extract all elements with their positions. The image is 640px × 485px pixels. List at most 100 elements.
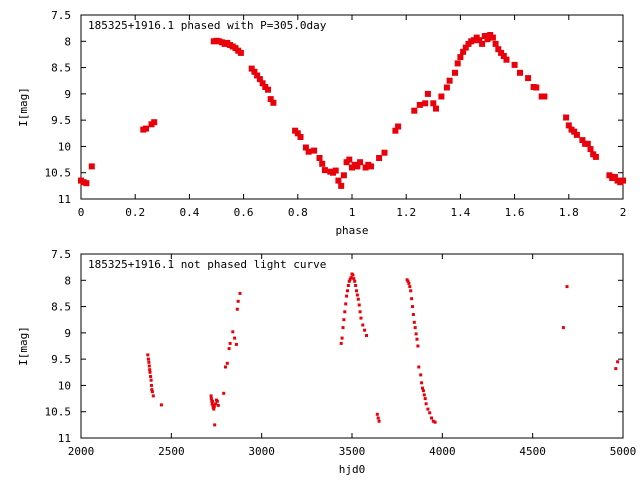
- phased-x-tick-label: 1.2: [396, 206, 416, 219]
- phased-data-point: [381, 149, 388, 156]
- phased-data-point: [411, 107, 418, 114]
- phased-data-point: [565, 122, 572, 129]
- phased-y-tick-label: 10.5: [45, 167, 72, 180]
- phased-data-point: [495, 46, 502, 53]
- phased-data-point: [489, 34, 496, 41]
- phased-data-point: [579, 137, 586, 144]
- unphased-y-tick-label: 11: [58, 432, 71, 445]
- unphased-data-point: [236, 299, 240, 303]
- phased-y-tick-label: 10: [58, 140, 71, 153]
- phased-data-point: [311, 147, 318, 154]
- unphased-data-point: [428, 411, 432, 415]
- phased-x-tick-label: 2: [620, 206, 627, 219]
- phased-data-point: [256, 76, 263, 83]
- unphased-data-point: [213, 423, 217, 427]
- unphased-data-point: [214, 402, 218, 406]
- unphased-data-point: [409, 289, 413, 293]
- phased-data-point: [392, 127, 399, 134]
- unphased-data-point: [424, 402, 428, 406]
- unphased-data-point: [346, 284, 350, 287]
- phased-y-tick-label: 8: [64, 35, 71, 48]
- unphased-data-point: [357, 303, 361, 307]
- phased-data-point: [151, 119, 158, 126]
- unphased-data-point: [149, 375, 153, 378]
- unphased-data-point: [354, 284, 358, 287]
- phased-data-point: [443, 84, 450, 91]
- unphased-data-point: [422, 393, 426, 397]
- phased-data-point: [571, 128, 578, 135]
- unphased-data-point: [147, 364, 151, 368]
- unphased-data-point: [148, 370, 152, 374]
- unphased-data-point: [210, 402, 214, 406]
- unphased-data-point: [353, 279, 357, 283]
- unphased-data-point: [345, 294, 349, 298]
- unphased-data-point: [421, 389, 425, 393]
- phased-data-point: [433, 105, 439, 112]
- phased-x-axis-label: phase: [335, 224, 368, 237]
- phased-data-point: [563, 114, 570, 121]
- phased-data-point: [83, 180, 90, 187]
- unphased-data-point: [349, 276, 353, 280]
- unphased-data-point: [148, 368, 152, 372]
- phased-data-point: [302, 144, 309, 151]
- phased-y-tick-label: 11: [58, 193, 71, 206]
- phased-y-tick-label: 9.5: [51, 114, 71, 127]
- phased-data-point: [354, 163, 361, 170]
- unphased-data-point: [341, 326, 345, 330]
- phased-data-point: [611, 173, 618, 180]
- phased-data-point: [592, 153, 599, 160]
- phased-data-point: [424, 90, 431, 97]
- unphased-data-point: [222, 391, 226, 395]
- phased-data-point: [254, 72, 261, 79]
- unphased-data-point: [212, 405, 216, 408]
- phased-plot-frame: [80, 14, 624, 200]
- unphased-y-axis-label: I[mag]: [17, 326, 30, 366]
- unphased-data-point: [407, 281, 411, 285]
- phased-data-point: [481, 33, 488, 39]
- unphased-data-point: [417, 365, 421, 369]
- unphased-data-point: [347, 279, 351, 283]
- phased-data-point: [430, 100, 437, 107]
- unphased-data-point: [352, 277, 356, 281]
- phased-data-point: [446, 77, 453, 84]
- phased-data-point: [484, 36, 491, 43]
- unphased-data-point: [419, 373, 423, 377]
- phased-data-point: [376, 155, 383, 161]
- unphased-data-point: [614, 367, 618, 371]
- phased-data-point: [511, 61, 518, 68]
- phased-chart-panel: 185325+1916.1 phased with P=305.0day pha…: [17, 9, 626, 237]
- unphased-data-point: [430, 416, 433, 420]
- phased-data-point: [573, 131, 580, 138]
- phased-data-point: [338, 182, 345, 189]
- phased-x-tick-label: 0.4: [179, 206, 199, 219]
- unphased-data-point: [211, 399, 214, 403]
- phased-x-tick-label: 1: [349, 206, 356, 219]
- unphased-x-tick-label: 3000: [248, 445, 275, 458]
- unphased-y-tick-label: 7.5: [51, 248, 71, 261]
- phased-data-point: [525, 75, 532, 82]
- unphased-data-point: [420, 381, 424, 385]
- phased-data-point: [88, 163, 95, 170]
- unphased-x-tick-label: 5000: [610, 445, 637, 458]
- unphased-data-point: [216, 403, 220, 407]
- phased-data-point: [457, 54, 464, 61]
- phased-data-point: [460, 48, 467, 55]
- unphased-data-point: [238, 291, 242, 295]
- unphased-data-point: [421, 386, 424, 390]
- phased-data-point: [498, 49, 505, 56]
- unphased-data-points: [146, 272, 620, 427]
- phased-x-tick-label: 0.8: [288, 206, 308, 219]
- phased-data-point: [492, 40, 499, 47]
- unphased-data-point: [209, 394, 213, 398]
- unphased-y-tick-label: 8.5: [51, 301, 71, 314]
- unphased-data-point: [209, 397, 213, 401]
- phased-data-point: [584, 140, 591, 147]
- unphased-data-point: [231, 330, 235, 334]
- phased-data-point: [452, 69, 458, 76]
- phased-data-point: [357, 159, 364, 166]
- unphased-y-tick-label: 10.5: [45, 406, 72, 419]
- phased-data-point: [587, 146, 594, 153]
- phased-data-point: [270, 99, 277, 106]
- unphased-data-point: [342, 318, 346, 322]
